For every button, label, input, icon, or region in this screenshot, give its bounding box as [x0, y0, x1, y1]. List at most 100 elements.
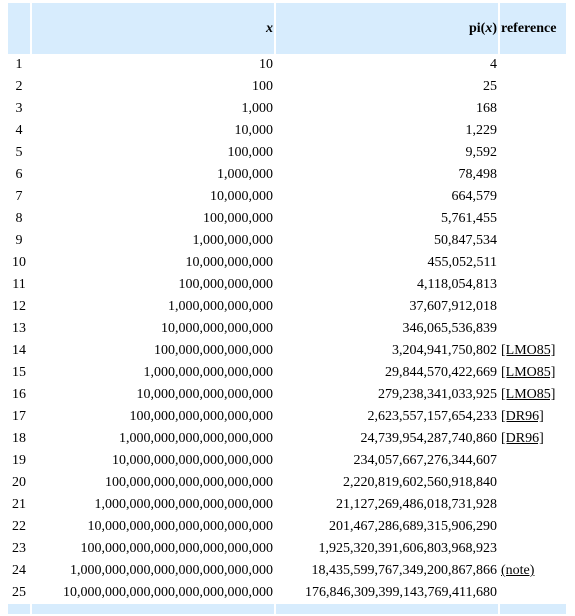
x-value: 100,000,000,000,000,000,000	[105, 475, 273, 490]
table-row: 18 1,000,000,000,000,000,000 24,739,954,28…	[8, 428, 566, 450]
reference-cell: [DR96]	[500, 428, 566, 450]
reference-cell: [LMO85]	[500, 384, 566, 406]
x-value: 100,000,000,000,000,000	[129, 409, 274, 424]
row-number: 7	[15, 189, 23, 204]
row-number: 5	[15, 145, 23, 160]
reference-cell	[500, 120, 566, 142]
header-pi-prefix: pi(	[468, 20, 486, 36]
header-pi: pi(x)	[276, 3, 498, 54]
pi-value: 2,623,557,157,654,233	[367, 409, 498, 424]
x-value: 1,000,000,000,000,000,000,000,000	[70, 563, 273, 578]
pi-value: 1,229	[465, 123, 498, 138]
table-row: 6 1,000,000 78,498	[8, 164, 566, 186]
row-number: 10	[12, 255, 26, 270]
x-value: 1,000,000,000,000,000	[143, 365, 274, 380]
table-row: 20 100,000,000,000,000,000,000 2,220,819,6…	[8, 472, 566, 494]
row-number: 23	[12, 541, 26, 556]
pi-value: 279,238,341,033,925	[378, 387, 497, 402]
row-number: 1	[15, 57, 23, 72]
row-number: 22	[12, 519, 26, 534]
pi-value: 455,052,511	[427, 255, 497, 270]
x-value: 100	[252, 79, 273, 94]
x-value: 100,000,000,000,000,000,000,000	[80, 541, 274, 556]
pi-value: 21,127,269,486,018,731,928	[336, 497, 497, 512]
row-number: 18	[12, 431, 26, 446]
table-row: 21 1,000,000,000,000,000,000,000 21,127,26…	[8, 494, 566, 516]
reference-cell	[500, 516, 566, 538]
reference-cell	[500, 186, 566, 208]
table-row: 14 100,000,000,000,000 3,204,941,750,802 [L…	[8, 340, 566, 362]
row-number: 17	[12, 409, 26, 424]
reference-cell	[500, 296, 566, 318]
x-value: 1,000,000,000,000,000,000,000	[94, 497, 274, 512]
reference-cell	[500, 274, 566, 296]
table-body: 1 10 4 2 100 25 3 1,000 168 4 10,000 1,229 5 100,000 9…	[8, 54, 566, 604]
table-row: 9 1,000,000,000 50,847,534	[8, 230, 566, 252]
reference-link[interactable]: [LMO85]	[501, 365, 556, 380]
x-value: 10,000,000,000,000,000,000	[112, 453, 273, 468]
pi-value: 4	[490, 57, 497, 72]
row-number: 16	[12, 387, 26, 402]
reference-link[interactable]: [DR96]	[501, 409, 544, 424]
table-row: 3 1,000 168	[8, 98, 566, 120]
pi-value: 3,204,941,750,802	[392, 343, 497, 358]
header-pi-suffix: )	[492, 20, 497, 36]
reference-cell	[500, 538, 566, 560]
pi-value: 24,739,954,287,740,860	[360, 431, 498, 446]
x-value: 10,000,000,000,000,000,000,000	[87, 519, 274, 534]
row-number: 12	[12, 299, 26, 314]
x-value: 10	[259, 57, 273, 72]
table-row: 22 10,000,000,000,000,000,000,000 201,467,…	[8, 516, 566, 538]
row-number: 8	[15, 211, 23, 226]
table-footer	[8, 604, 566, 614]
reference-link[interactable]: (note)	[501, 563, 535, 578]
header-pi-var: x	[485, 20, 493, 36]
table-row: 17 100,000,000,000,000,000 2,623,557,157,6…	[8, 406, 566, 428]
pi-value: 664,579	[451, 189, 498, 204]
x-value: 1,000,000,000,000,000,000	[119, 431, 273, 446]
row-number: 9	[15, 233, 23, 248]
row-number: 4	[15, 123, 23, 138]
table-row: 24 1,000,000,000,000,000,000,000,000 18,43…	[8, 560, 566, 582]
table-row: 12 1,000,000,000,000 37,607,912,018	[8, 296, 566, 318]
pi-value: 5,761,455	[441, 211, 497, 226]
pi-value: 1,925,320,391,606,803,968,923	[318, 541, 498, 556]
reference-cell	[500, 494, 566, 516]
row-number: 2	[15, 79, 23, 94]
reference-cell	[500, 142, 566, 164]
row-number: 3	[15, 101, 23, 116]
table-row: 25 10,000,000,000,000,000,000,000,000 176,…	[8, 582, 566, 604]
table-row: 5 100,000 9,592	[8, 142, 566, 164]
pi-value: 4,118,054,813	[417, 277, 497, 292]
prime-counting-table: x pi(x) reference 1 10 4 2 100 25 3 1,000 168 4 10…	[6, 3, 568, 614]
reference-cell	[500, 582, 566, 604]
table-row: 10 10,000,000,000 455,052,511	[8, 252, 566, 274]
pi-value: 78,498	[458, 167, 498, 182]
reference-link[interactable]: [LMO85]	[501, 387, 556, 402]
row-number: 21	[12, 497, 26, 512]
reference-cell	[500, 164, 566, 186]
reference-cell	[500, 252, 566, 274]
reference-cell: [LMO85]	[500, 362, 566, 384]
x-value: 100,000,000	[203, 211, 273, 226]
reference-link[interactable]: [LMO85]	[501, 343, 556, 358]
row-number: 13	[12, 321, 26, 336]
row-number: 15	[12, 365, 26, 380]
pi-value: 50,847,534	[434, 233, 497, 248]
x-value: 10,000,000	[210, 189, 273, 204]
header-x: x	[32, 3, 274, 54]
table-row: 11 100,000,000,000 4,118,054,813	[8, 274, 566, 296]
table-row: 19 10,000,000,000,000,000,000 234,057,667,…	[8, 450, 566, 472]
reference-link[interactable]: [DR96]	[501, 431, 544, 446]
x-value: 100,000	[227, 145, 274, 160]
x-value: 1,000,000,000,000	[168, 299, 273, 314]
x-value: 1,000,000	[217, 167, 273, 182]
pi-value: 29,844,570,422,669	[385, 365, 497, 380]
row-number: 11	[12, 277, 26, 292]
reference-cell	[500, 208, 566, 230]
reference-cell: [LMO85]	[500, 340, 566, 362]
reference-cell	[500, 76, 566, 98]
table-row: 4 10,000 1,229	[8, 120, 566, 142]
row-number: 19	[12, 453, 26, 468]
x-value: 10,000,000,000,000	[161, 321, 273, 336]
